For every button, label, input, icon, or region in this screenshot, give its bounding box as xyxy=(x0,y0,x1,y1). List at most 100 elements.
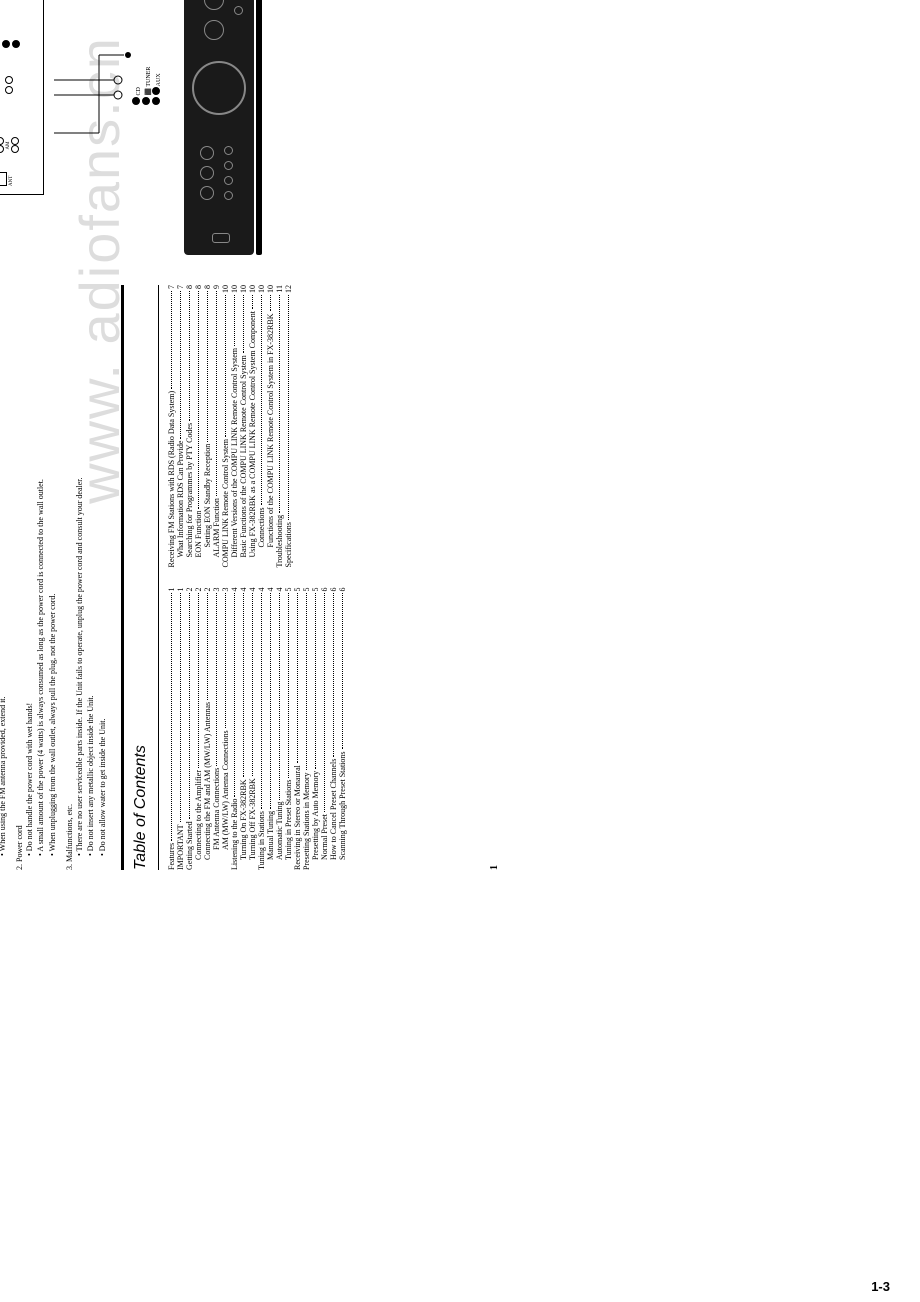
toc-label: Listening to the Radio xyxy=(230,799,239,870)
toc-dots xyxy=(270,594,271,809)
toc-label: Features xyxy=(167,843,176,870)
toc-label: Automatic Tuning xyxy=(275,802,284,860)
toc-label: Connecting the FM and AM (MW/LW) Antenna… xyxy=(203,702,212,860)
toc-label: Searching for Programmes by PTY Codes xyxy=(185,423,194,558)
toc-page: 8 xyxy=(194,285,203,289)
toc-right-col: Receiving FM Stations with RDS (Radio Da… xyxy=(167,285,347,568)
toc-label: Troubleshooting xyxy=(275,515,284,568)
toc-dots xyxy=(288,594,289,778)
toc-dots xyxy=(270,295,271,311)
toc-dots xyxy=(234,295,235,346)
toc-label: FM Antenna Connections xyxy=(212,768,221,850)
toc-entry: Basic Functions of the COMPU LINK Remote… xyxy=(239,285,248,568)
toc-dots xyxy=(180,291,181,439)
toc-entry: Presetting by Auto Memory5 xyxy=(311,588,320,871)
toc-label: Basic Functions of the COMPU LINK Remote… xyxy=(239,355,248,557)
toc-entry: Specifications12 xyxy=(284,285,293,568)
cable-icon xyxy=(54,0,174,255)
toc-page: 8 xyxy=(185,285,194,289)
toc-entry: Receiving in Stereo or Monaural 5 xyxy=(293,588,302,871)
toc-dots xyxy=(252,594,253,777)
toc-dots xyxy=(207,291,208,442)
toc-dots xyxy=(342,594,343,750)
toc-page: 8 xyxy=(203,285,212,289)
toc-page: 10 xyxy=(239,285,248,293)
toc-entry: Turning On FX-382RBK4 xyxy=(239,588,248,871)
important-bullet: There are no user serviceable parts insi… xyxy=(75,285,85,870)
toc-label: Presetting Stations in Memory xyxy=(302,772,311,870)
toc-label: Manual Tuning xyxy=(266,811,275,860)
toc-label: EON Function xyxy=(194,511,203,558)
toc-entry: Tuning in Stations4 xyxy=(257,588,266,871)
toc-dots xyxy=(279,594,280,800)
toc-entry: What Information RDS Can Provide7 xyxy=(176,285,185,568)
toc-page: 10 xyxy=(248,285,257,293)
toc-label: Functions of the COMPU LINK Remote Contr… xyxy=(266,313,275,547)
toc-entry: Troubleshooting11 xyxy=(275,285,284,568)
page-number: 1 xyxy=(489,865,500,870)
important-bullet: Do not insert any metallic object inside… xyxy=(86,285,96,870)
page-2: Getting Started Check to be sure you hav… xyxy=(0,0,500,255)
important-bullet: Do not allow water to get inside the Uni… xyxy=(98,285,108,870)
important-section: 3. Malfunctions, etc. There are no user … xyxy=(59,285,109,870)
toc-page: 5 xyxy=(293,588,302,592)
toc-label: AM (MW/LW) Antenna Connections xyxy=(221,730,230,850)
toc-page: 6 xyxy=(320,588,329,592)
toc-entry: Presetting Stations in Memory5 xyxy=(302,588,311,871)
toc-page: 7 xyxy=(167,285,176,289)
toc-page: 4 xyxy=(239,588,248,592)
toc-entry: Tuning in Preset Stations5 xyxy=(284,588,293,871)
toc-dots xyxy=(225,295,226,437)
tuner-rear-panel: ANT FM 75Ω AM xyxy=(0,0,44,195)
toc-dots xyxy=(315,594,316,769)
toc-page: 10 xyxy=(257,285,266,293)
toc-dots xyxy=(180,594,181,823)
toc-label: What Information RDS Can Provide xyxy=(176,441,185,558)
toc-entry: Connections 10 xyxy=(257,285,266,568)
input-label: AUX xyxy=(156,73,162,86)
toc-dots xyxy=(324,594,325,813)
toc-label: Connections xyxy=(257,508,266,548)
toc-dots xyxy=(216,594,217,766)
toc-dots xyxy=(243,295,244,353)
toc-dots xyxy=(306,594,307,771)
toc-entry: Different Versions of the COMPU LINK Rem… xyxy=(230,285,239,568)
toc-entry: FM Antenna Connections3 xyxy=(212,588,221,871)
important-bullet: When using the FM antenna provided, exte… xyxy=(0,285,8,870)
toc-entry: Connecting the FM and AM (MW/LW) Antenna… xyxy=(203,588,212,871)
toc-page: 10 xyxy=(221,285,230,293)
amplifier-base xyxy=(256,0,262,255)
toc-dots xyxy=(189,594,190,820)
toc-entry: IMPORTANT1 xyxy=(176,588,185,871)
divider xyxy=(121,285,124,870)
toc-label: Getting Started xyxy=(185,821,194,870)
toc-entry: Searching for Programmes by PTY Codes 8 xyxy=(185,285,194,568)
amplifier-front-panel xyxy=(184,0,254,255)
important-bullet: A small amount of the power (4 watts) is… xyxy=(36,285,46,870)
toc-entry: AM (MW/LW) Antenna Connections3 xyxy=(221,588,230,871)
toc-left-col: Features1IMPORTANT1Getting Started2Conne… xyxy=(167,588,347,871)
toc-label: IMPORTANT xyxy=(176,824,185,870)
toc-entry: Connecting to the Amplifier2 xyxy=(194,588,203,871)
toc-entry: Manual Tuning4 xyxy=(266,588,275,871)
toc-label: Connecting to the Amplifier xyxy=(194,770,203,860)
toc-label: Receiving in Stereo or Monaural xyxy=(293,765,302,870)
table-of-contents: Features1IMPORTANT1Getting Started2Conne… xyxy=(167,285,347,870)
toc-entry: Receiving FM Stations with RDS (Radio Da… xyxy=(167,285,176,568)
toc-page: 12 xyxy=(284,285,293,293)
toc-label: Tuning in Stations xyxy=(257,811,266,870)
toc-page: 10 xyxy=(266,285,275,293)
toc-label: ALARM Function xyxy=(212,498,221,557)
toc-page: 6 xyxy=(338,588,347,592)
toc-entry: Normal Preset6 xyxy=(320,588,329,871)
toc-entry: Listening to the Radio 4 xyxy=(230,588,239,871)
toc-label: Setting EON Standby Reception xyxy=(203,444,212,548)
toc-dots xyxy=(261,594,262,810)
section-num: 2. Power cord xyxy=(15,285,24,870)
toc-entry: Functions of the COMPU LINK Remote Contr… xyxy=(266,285,275,568)
toc-label: Presetting by Auto Memory xyxy=(311,771,320,860)
toc-label: Receiving FM Stations with RDS (Radio Da… xyxy=(167,391,176,568)
toc-entry: How to Cancel Preset Channels6 xyxy=(329,588,338,871)
toc-label: How to Cancel Preset Channels xyxy=(329,759,338,860)
toc-page: 4 xyxy=(230,588,239,592)
